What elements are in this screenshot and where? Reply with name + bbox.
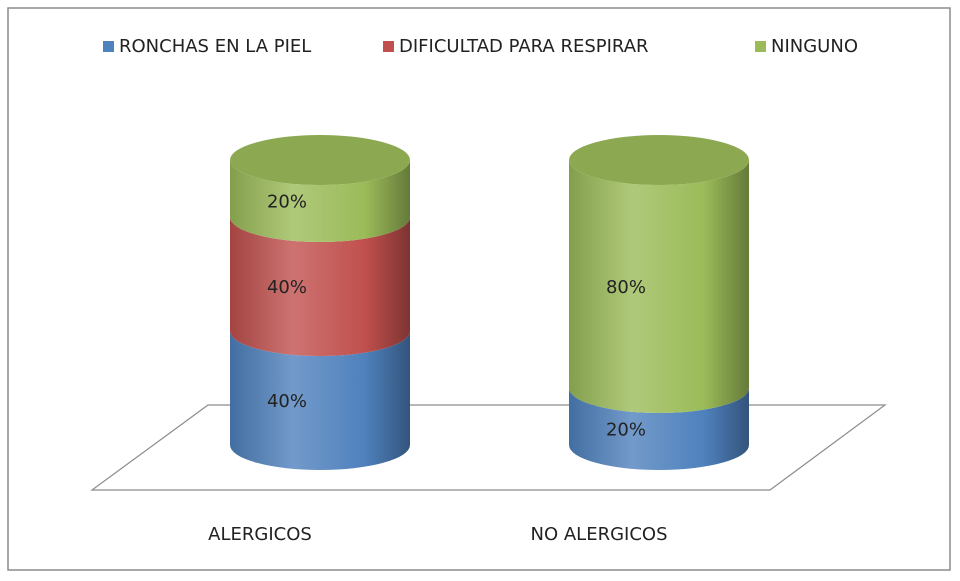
x-tick-label: NO ALERGICOS bbox=[531, 524, 668, 545]
legend-label: RONCHAS EN LA PIEL bbox=[119, 36, 311, 57]
data-label: 20% bbox=[606, 419, 646, 440]
cylinder-segment bbox=[569, 388, 749, 470]
legend-swatch bbox=[103, 41, 114, 52]
legend-swatch bbox=[383, 41, 394, 52]
data-label: 80% bbox=[606, 277, 646, 298]
cylinder-segment bbox=[230, 217, 410, 356]
floor bbox=[90, 404, 887, 491]
data-label: 20% bbox=[267, 191, 307, 212]
x-tick-label: ALERGICOS bbox=[208, 524, 312, 545]
legend-swatch bbox=[755, 41, 766, 52]
cylinder-segment bbox=[569, 160, 749, 413]
chart-frame bbox=[7, 7, 951, 571]
cylinder-cap bbox=[569, 135, 749, 185]
data-label: 40% bbox=[267, 391, 307, 412]
legend-label: NINGUNO bbox=[771, 36, 858, 57]
data-label: 40% bbox=[267, 277, 307, 298]
cylinder-segment bbox=[230, 331, 410, 470]
cylinder-segment bbox=[230, 160, 410, 242]
legend-label: DIFICULTAD PARA RESPIRAR bbox=[399, 36, 649, 57]
cylinder-cap bbox=[230, 135, 410, 185]
